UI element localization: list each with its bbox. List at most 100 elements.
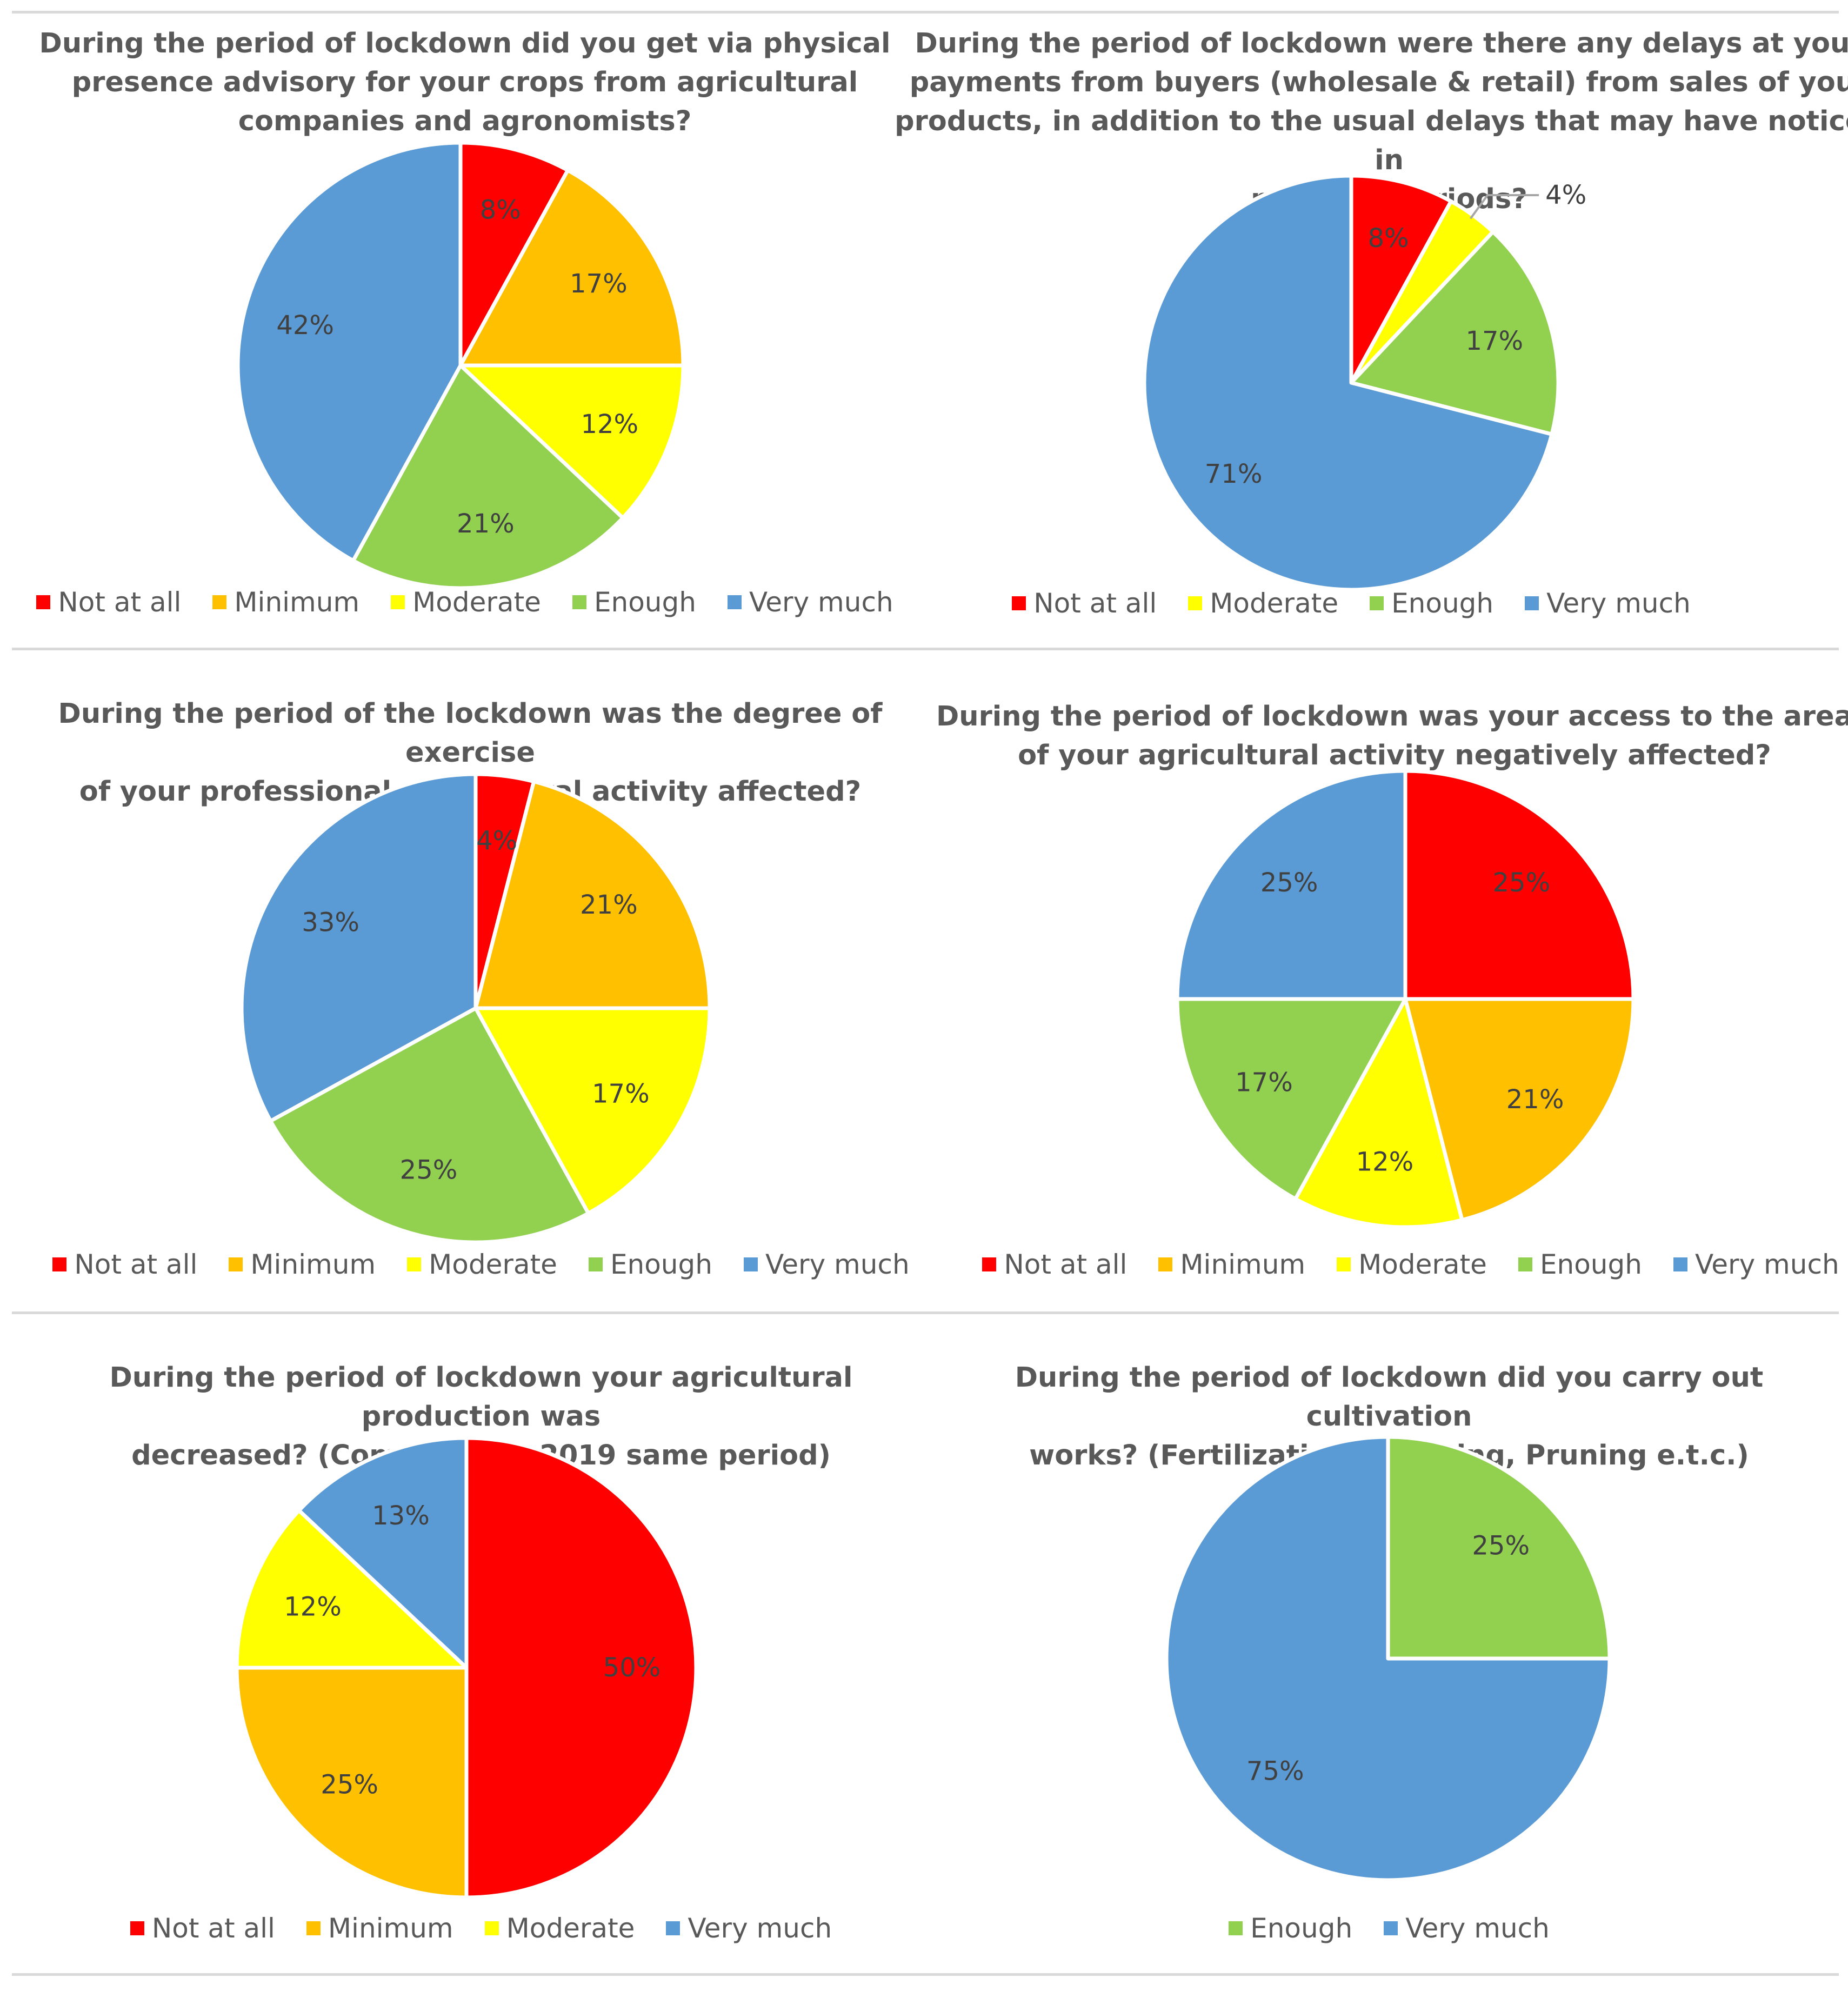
chart-title-line: During the period of lockdown did you ge…	[39, 28, 891, 59]
legend-item-enough: Enough	[1229, 1913, 1352, 1944]
pie-slice-enough	[269, 1006, 591, 1244]
pie-slice-very-much	[297, 1436, 469, 1670]
legend-swatch	[36, 595, 51, 609]
pie-slice-moderate	[1293, 997, 1464, 1229]
legend-swatch	[52, 1257, 67, 1271]
legend-swatch	[1673, 1257, 1687, 1271]
data-label: 13%	[372, 1501, 430, 1531]
pie-slice-not-at-all	[458, 141, 570, 368]
legend-label: Moderate	[412, 587, 541, 618]
chart-title-line: presence advisory for your crops from ag…	[71, 66, 858, 98]
data-label: 12%	[284, 1592, 342, 1622]
data-label: 25%	[321, 1769, 378, 1800]
data-label: 12%	[581, 409, 638, 440]
leader-line	[1470, 194, 1539, 219]
legend-item-very-much: Very much	[1384, 1913, 1550, 1944]
chart-title-line: products, in addition to the usual delay…	[895, 105, 1848, 176]
legend-label: Minimum	[250, 1249, 376, 1280]
legend-item-not-at-all: Not at all	[1012, 588, 1157, 619]
legend-swatch	[1337, 1257, 1351, 1271]
legend-item-not-at-all: Not at all	[36, 587, 181, 618]
legend-label: Minimum	[234, 587, 360, 618]
legend-swatch	[1370, 596, 1384, 610]
pie-slice-enough	[1175, 997, 1407, 1201]
pie-slice-moderate	[235, 1508, 469, 1670]
pie-slice-very-much	[1164, 1435, 1612, 1882]
legend-swatch	[1158, 1257, 1173, 1271]
legend-label: Very much	[749, 587, 893, 618]
legend-swatch	[572, 595, 586, 609]
legend-swatch	[212, 595, 227, 609]
legend-item-enough: Enough	[572, 587, 696, 618]
legend-swatch	[1012, 596, 1026, 610]
data-label: 21%	[1506, 1084, 1564, 1115]
pie-slice-very-much	[1142, 174, 1554, 592]
legend-swatch	[1525, 596, 1539, 610]
legend-swatch	[982, 1257, 997, 1271]
legend-label: Not at all	[151, 1913, 275, 1944]
legend-item-moderate: Moderate	[1337, 1249, 1487, 1280]
data-label: 25%	[1472, 1530, 1530, 1561]
data-label: 17%	[570, 269, 628, 299]
legend-label: Enough	[1539, 1249, 1642, 1280]
chart-title-line: payments from buyers (wholesale & retail…	[909, 66, 1848, 98]
legend-label: Very much	[1405, 1913, 1550, 1944]
data-label: 50%	[603, 1653, 661, 1683]
legend-item-minimum: Minimum	[229, 1249, 376, 1280]
chart-title: During the period of the lockdown was th…	[11, 695, 930, 811]
separator-rule-top	[12, 11, 1839, 14]
pie-slice-minimum	[235, 1666, 469, 1900]
legend-label: Enough	[1391, 588, 1494, 619]
legend-label: Enough	[593, 587, 696, 618]
legend-item-very-much: Very much	[1525, 588, 1691, 619]
legend-label: Enough	[610, 1249, 712, 1280]
legend-item-not-at-all: Not at all	[982, 1249, 1127, 1280]
legend-item-moderate: Moderate	[407, 1249, 557, 1280]
chart-legend: Not at all Minimum Moderate Enough Very much	[32, 1249, 930, 1280]
legend-item-very-much: Very much	[666, 1913, 832, 1944]
data-label: 17%	[1465, 326, 1523, 356]
data-label: 25%	[1493, 868, 1551, 898]
chart-title-line: During the period of the lockdown was th…	[58, 698, 883, 769]
legend-swatch	[1518, 1257, 1532, 1271]
pie-slice-very-much	[236, 141, 463, 563]
legend-item-not-at-all: Not at all	[130, 1913, 275, 1944]
legend-item-minimum: Minimum	[1158, 1249, 1305, 1280]
chart-title-line: During the period of lockdown your agric…	[109, 1362, 853, 1433]
data-label: 17%	[1235, 1068, 1293, 1098]
legend-label: Moderate	[506, 1913, 635, 1944]
chart-legend: Not at all Minimum Moderate Enough Very much	[32, 587, 897, 618]
separator-rule-2	[12, 1311, 1839, 1314]
data-label: 12%	[1356, 1147, 1414, 1177]
legend-item-enough: Enough	[1518, 1249, 1642, 1280]
chart-title-line: During the period of lockdown did you ca…	[1015, 1362, 1764, 1433]
pie-slice-enough	[1386, 1435, 1612, 1661]
data-label: 25%	[1260, 868, 1318, 898]
chart-title: During the period of lockdown did you ge…	[32, 24, 897, 141]
pie-slice-moderate	[473, 1006, 712, 1215]
legend-swatch	[1229, 1921, 1243, 1935]
legend-item-minimum: Minimum	[306, 1913, 453, 1944]
data-label: 33%	[302, 907, 359, 937]
legend-item-enough: Enough	[1370, 588, 1493, 619]
legend-swatch	[391, 595, 405, 609]
legend-item-moderate: Moderate	[484, 1913, 635, 1944]
pie-slice-minimum	[458, 168, 685, 368]
chart-title-line: During the period of lockdown was your a…	[936, 701, 1848, 733]
chart-title-line: of your agricultural activity negatively…	[1018, 740, 1771, 771]
legend-swatch	[229, 1257, 243, 1271]
legend-label: Not at all	[1004, 1249, 1128, 1280]
pie-slice-enough	[1349, 230, 1560, 436]
data-label: 4%	[476, 826, 517, 856]
chart-legend: Not at all Minimum Moderate Very much	[32, 1913, 930, 1944]
legend-item-moderate: Moderate	[1188, 588, 1338, 619]
legend-item-minimum: Minimum	[212, 587, 359, 618]
legend-swatch	[1384, 1921, 1398, 1935]
data-label: 25%	[400, 1155, 458, 1185]
legend-label: Very much	[765, 1249, 910, 1280]
legend-swatch	[407, 1257, 422, 1271]
separator-rule-1	[12, 648, 1839, 650]
